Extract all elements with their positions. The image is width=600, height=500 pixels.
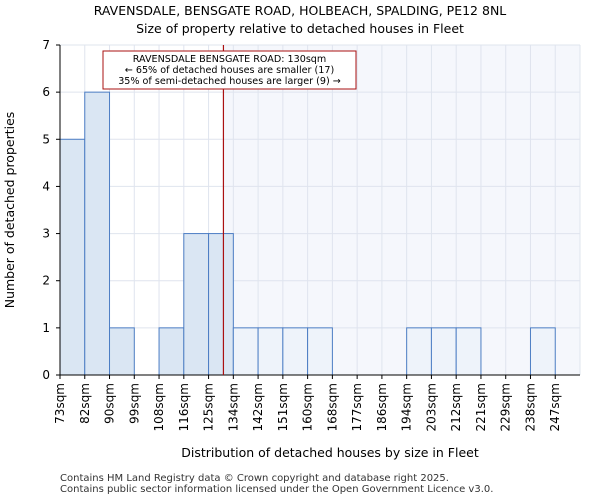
x-tick-label: 108sqm <box>152 383 166 431</box>
x-tick-label: 125sqm <box>202 383 216 431</box>
y-tick-label: 4 <box>42 179 50 193</box>
x-tick-label: 90sqm <box>103 383 117 424</box>
x-tick-label: 82sqm <box>78 383 92 424</box>
chart-subtitle: Size of property relative to detached ho… <box>136 21 464 36</box>
x-tick-label: 229sqm <box>499 383 513 431</box>
x-axis-title: Distribution of detached houses by size … <box>181 445 479 460</box>
y-axis-title: Number of detached properties <box>2 112 17 309</box>
bar-238sqm <box>529 327 556 376</box>
y-tick-label: 5 <box>42 132 50 146</box>
attribution-line-1: Contains HM Land Registry data © Crown c… <box>60 473 449 484</box>
x-tick-label: 247sqm <box>548 383 562 431</box>
x-tick-label: 212sqm <box>449 383 463 431</box>
annotation-line-1: RAVENSDALE BENSGATE ROAD: 130sqm <box>133 54 327 65</box>
x-tick-label: 194sqm <box>400 383 414 431</box>
attribution-footer: Contains HM Land Registry data © Crown c… <box>60 473 493 495</box>
bar-82sqm <box>84 91 111 376</box>
bar-90sqm <box>109 327 135 376</box>
grid-layer <box>59 44 581 376</box>
x-tick-label: 203sqm <box>424 383 438 431</box>
x-tick-label: 168sqm <box>325 383 339 431</box>
chart-title: RAVENSDALE, BENSGATE ROAD, HOLBEACH, SPA… <box>93 3 507 18</box>
bar-203sqm <box>430 327 457 376</box>
y-tick-label: 2 <box>42 274 50 288</box>
bar-73sqm <box>59 138 86 376</box>
x-tick-label: 134sqm <box>226 383 240 431</box>
bar-108sqm <box>158 327 185 376</box>
annotation-line-2: ← 65% of detached houses are smaller (17… <box>125 65 334 76</box>
attribution-line-2: Contains public sector information licen… <box>60 484 494 495</box>
y-tick-label: 0 <box>42 368 50 382</box>
chart-title-block: RAVENSDALE, BENSGATE ROAD, HOLBEACH, SPA… <box>0 2 600 38</box>
bar-151sqm <box>282 327 309 376</box>
x-tick-label: 177sqm <box>350 383 364 431</box>
bar-194sqm <box>406 327 432 376</box>
bar-212sqm <box>455 327 482 376</box>
bar-160sqm <box>307 327 333 376</box>
bar-125sqm <box>208 233 234 376</box>
plot-area-right <box>223 45 580 375</box>
bar-134sqm <box>232 327 259 376</box>
x-tick-label: 116sqm <box>177 383 191 431</box>
annotation-line-3: 35% of semi-detached houses are larger (… <box>118 76 341 87</box>
annotation-layer: RAVENSDALE BENSGATE ROAD: 130sqm← 65% of… <box>102 45 357 375</box>
bar-116sqm <box>183 233 210 376</box>
x-tick-label: 151sqm <box>276 383 290 431</box>
x-tick-label: 238sqm <box>523 383 537 431</box>
x-tick-label: 142sqm <box>251 383 265 431</box>
label-layer: 0 1 2 3 4 5 6 7 73sqm 82sqm 90sqm 99sqm 108sqm 116sqm… <box>2 38 562 460</box>
x-tick-label: 221sqm <box>474 383 488 431</box>
y-tick-label: 1 <box>42 321 50 335</box>
x-tick-label: 99sqm <box>127 383 141 424</box>
bar-142sqm <box>257 327 284 376</box>
y-tick-label: 7 <box>42 38 50 52</box>
annotation-box <box>102 50 357 90</box>
axis-layer <box>56 44 580 379</box>
bar-layer <box>59 91 556 376</box>
x-tick-label: 186sqm <box>375 383 389 431</box>
y-tick-label: 6 <box>42 85 50 99</box>
x-tick-label: 73sqm <box>53 383 67 424</box>
y-tick-label: 3 <box>42 227 50 241</box>
x-tick-label: 160sqm <box>301 383 315 431</box>
